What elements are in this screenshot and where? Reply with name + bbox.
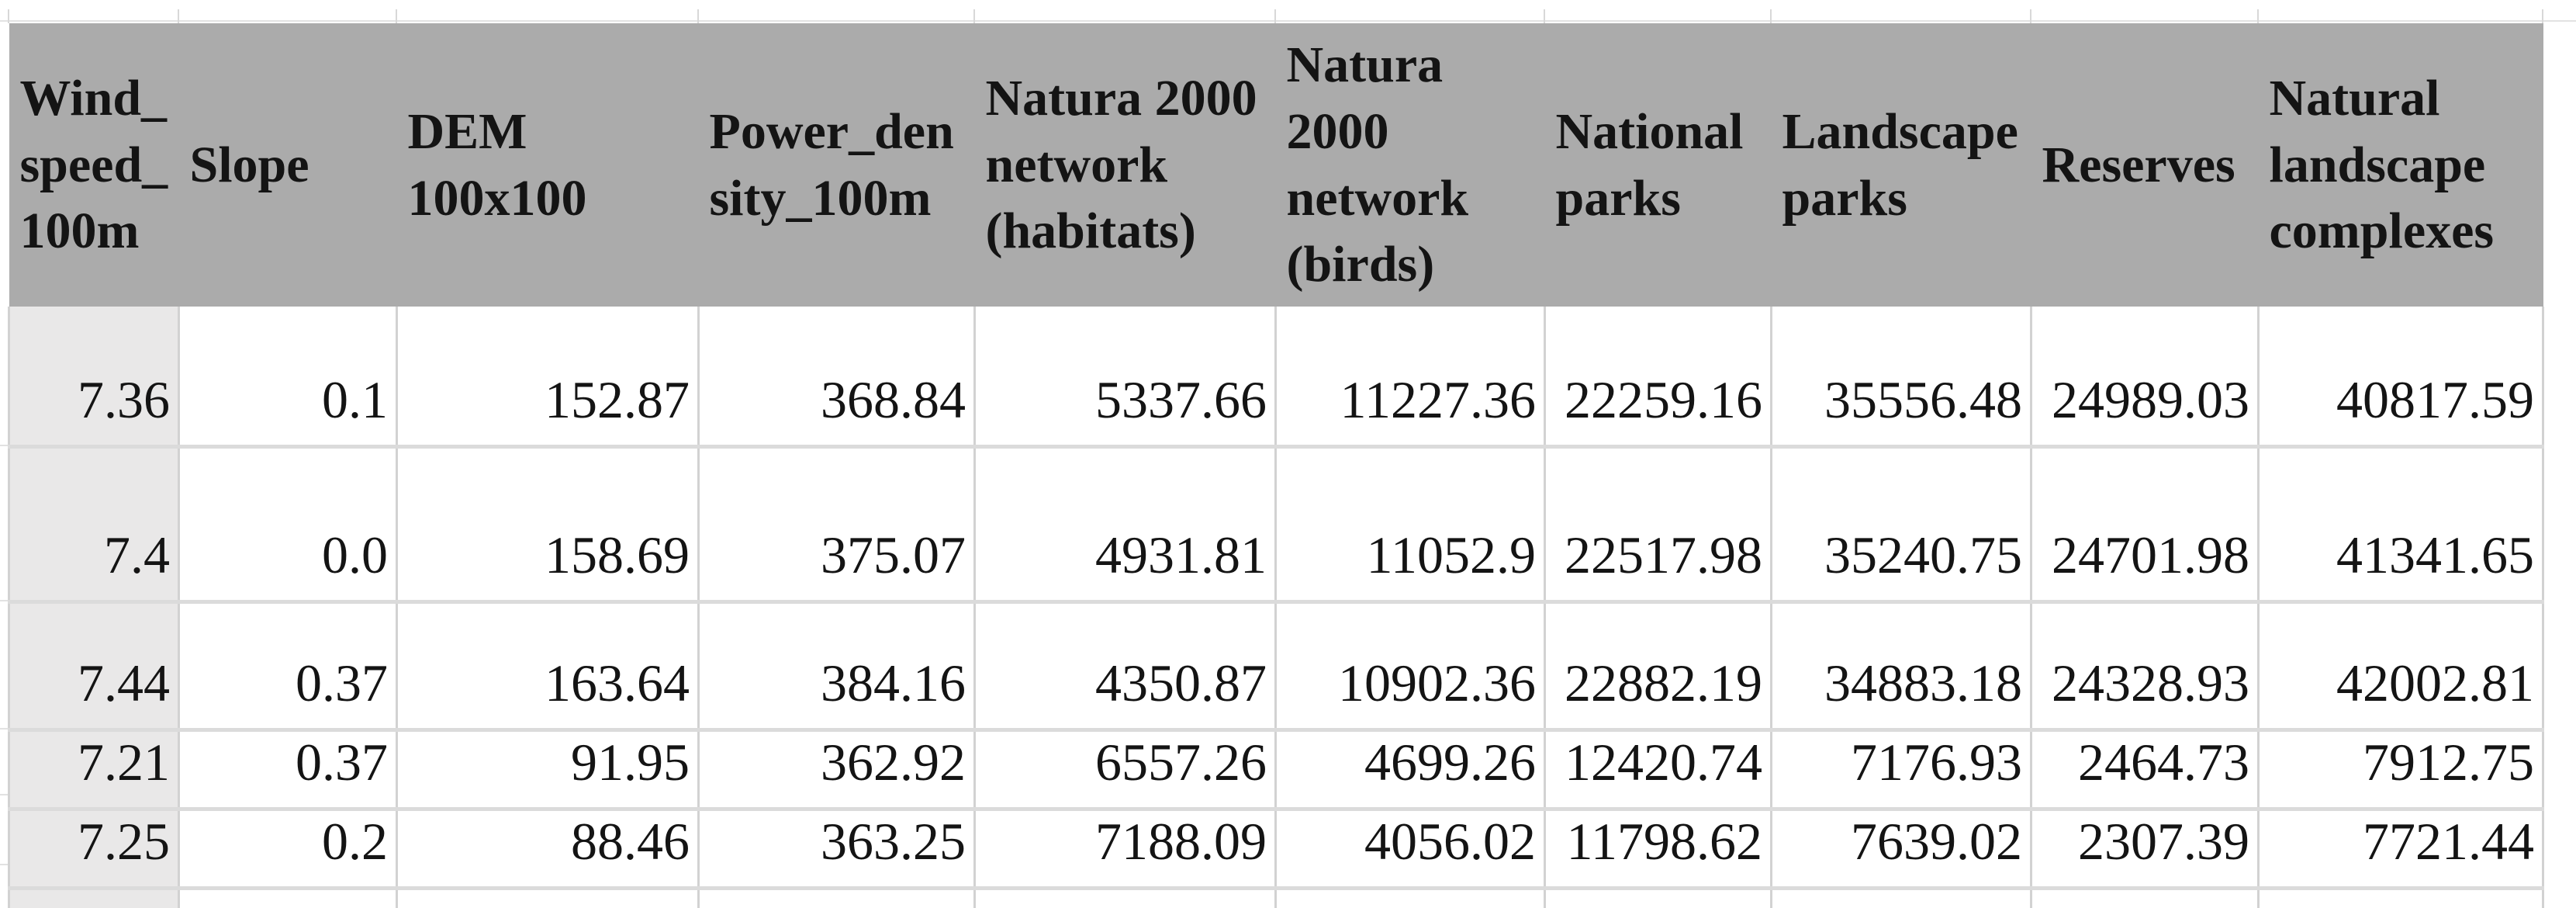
cell-r2-c6[interactable]: 11052.9 [1274, 444, 1545, 601]
partial-cell-c9[interactable] [2030, 885, 2259, 908]
cell-r1-c4[interactable]: 368.84 [697, 307, 975, 446]
cell-r1-c8[interactable]: 35556.48 [1770, 307, 2031, 446]
column-header-dem-100x100[interactable]: DEM 100x100 [396, 23, 699, 307]
cell-r4-c2[interactable]: 0.37 [178, 727, 397, 809]
row-gridline-stub [0, 794, 8, 795]
row-gridline-stub [0, 445, 8, 446]
cell-r3-c4[interactable]: 384.16 [697, 599, 975, 730]
cell-r1-c9[interactable]: 24989.03 [2030, 307, 2259, 446]
partial-cell-c3[interactable] [396, 885, 699, 908]
cell-r4-c1[interactable]: 7.21 [8, 727, 179, 809]
cell-r5-c8[interactable]: 7639.02 [1770, 806, 2031, 888]
column-header-reserves[interactable]: Reserves [2031, 23, 2259, 307]
column-header-natura-2000-network-habitats[interactable]: Natura 2000 network (habitats) [974, 23, 1276, 307]
cell-r1-c2[interactable]: 0.1 [178, 307, 397, 446]
partial-cell-c5[interactable] [973, 885, 1276, 908]
partial-cell-c6[interactable] [1274, 885, 1545, 908]
cell-r5-c5[interactable]: 7188.09 [973, 806, 1276, 888]
cell-r3-c2[interactable]: 0.37 [178, 599, 397, 730]
cell-r3-c9[interactable]: 24328.93 [2030, 599, 2259, 730]
column-header-wind-speed-100m[interactable]: Wind_ speed_ 100m [9, 23, 179, 307]
cell-r5-c2[interactable]: 0.2 [178, 806, 397, 888]
cell-r1-c3[interactable]: 152.87 [396, 307, 699, 446]
row-gridline-stub [0, 600, 8, 601]
column-gridline-stub [973, 9, 975, 23]
cell-r2-c1[interactable]: 7.4 [8, 444, 179, 601]
cell-r4-c9[interactable]: 2464.73 [2030, 727, 2259, 809]
cell-r3-c6[interactable]: 10902.36 [1274, 599, 1545, 730]
cell-r1-c1[interactable]: 7.36 [8, 307, 179, 446]
column-header-slope[interactable]: Slope [178, 23, 397, 307]
cell-r3-c5[interactable]: 4350.87 [973, 599, 1276, 730]
column-gridline-stub [1544, 9, 1545, 23]
cell-r3-c10[interactable]: 42002.81 [2257, 599, 2544, 730]
cell-r4-c4[interactable]: 362.92 [697, 727, 975, 809]
table-row-3: 7.44 0.37 163.64 384.16 4350.87 10902.36 22882… [8, 599, 2544, 730]
header-row: Wind_ speed_ 100m Slope DEM 100x100 Power_d… [9, 23, 2543, 307]
partial-cell-c7[interactable] [1544, 885, 1772, 908]
cell-r4-c10[interactable]: 7912.75 [2257, 727, 2544, 809]
cell-r3-c8[interactable]: 34883.18 [1770, 599, 2031, 730]
column-header-national-parks[interactable]: National parks [1544, 23, 1772, 307]
partial-cell-c4[interactable] [697, 885, 975, 908]
cell-r2-c5[interactable]: 4931.81 [973, 444, 1276, 601]
cell-r4-c8[interactable]: 7176.93 [1770, 727, 2031, 809]
cell-r4-c5[interactable]: 6557.26 [973, 727, 1276, 809]
cell-r2-c9[interactable]: 24701.98 [2030, 444, 2259, 601]
cell-r5-c9[interactable]: 2307.39 [2030, 806, 2259, 888]
table-row-4: 7.21 0.37 91.95 362.92 6557.26 4699.26 12420.7… [8, 727, 2544, 809]
cell-r2-c8[interactable]: 35240.75 [1770, 444, 2031, 601]
cell-r2-c3[interactable]: 158.69 [396, 444, 699, 601]
cell-r2-c2[interactable]: 0.0 [178, 444, 397, 601]
table-row-2: 7.4 0.0 158.69 375.07 4931.81 11052.9 22517.98… [8, 444, 2544, 601]
cell-r4-c3[interactable]: 91.95 [396, 727, 699, 809]
column-gridline-stub [2030, 9, 2031, 23]
data-table: Wind_ speed_ 100m Slope DEM 100x100 Power_d… [8, 23, 2544, 908]
cell-r1-c10[interactable]: 40817.59 [2257, 307, 2544, 446]
column-header-power-density-100m[interactable]: Power_den sity_100m [698, 23, 975, 307]
partial-cell-c2[interactable] [178, 885, 397, 908]
cell-r4-c7[interactable]: 12420.74 [1544, 727, 1772, 809]
column-header-natural-landscape-complexes[interactable]: Natural landscape complexes [2258, 23, 2543, 307]
partial-row [8, 885, 2544, 908]
cell-r3-c1[interactable]: 7.44 [8, 599, 179, 730]
column-gridline-stub [697, 9, 699, 23]
cell-r5-c4[interactable]: 363.25 [697, 806, 975, 888]
cell-r2-c4[interactable]: 375.07 [697, 444, 975, 601]
column-gridline-stub [1274, 9, 1276, 23]
cell-r3-c7[interactable]: 22882.19 [1544, 599, 1772, 730]
cell-r5-c7[interactable]: 11798.62 [1544, 806, 1772, 888]
cell-r2-c10[interactable]: 41341.65 [2257, 444, 2544, 601]
table-row-5: 7.25 0.2 88.46 363.25 7188.09 4056.02 11798.62… [8, 806, 2544, 888]
row-gridline-stub [0, 864, 8, 865]
cell-r5-c3[interactable]: 88.46 [396, 806, 699, 888]
column-header-natura-2000-network-birds[interactable]: Natura 2000 network (birds) [1275, 23, 1545, 307]
column-header-landscape-parks[interactable]: Landscape parks [1771, 23, 2031, 307]
cell-r1-c6[interactable]: 11227.36 [1274, 307, 1545, 446]
column-gridline-stub [396, 9, 397, 23]
column-gridline-stub [2542, 9, 2543, 23]
column-gridline-stub [178, 9, 179, 23]
row-gridline-stub [0, 728, 8, 730]
partial-cell-c8[interactable] [1770, 885, 2031, 908]
cell-r5-c10[interactable]: 7721.44 [2257, 806, 2544, 888]
cell-r4-c6[interactable]: 4699.26 [1274, 727, 1545, 809]
gridline-above-header [0, 20, 2576, 22]
column-gridline-stub [1770, 9, 1772, 23]
column-gridline-stub [8, 9, 9, 23]
cell-r5-c6[interactable]: 4056.02 [1274, 806, 1545, 888]
column-gridline-stub [2257, 9, 2259, 23]
cell-r3-c3[interactable]: 163.64 [396, 599, 699, 730]
partial-cell-c10[interactable] [2257, 885, 2544, 908]
table-row-1: 7.36 0.1 152.87 368.84 5337.66 11227.36 22259.… [8, 307, 2544, 446]
cell-r5-c1[interactable]: 7.25 [8, 806, 179, 888]
cell-r2-c7[interactable]: 22517.98 [1544, 444, 1772, 601]
partial-cell-c1[interactable] [8, 885, 179, 908]
cell-r1-c5[interactable]: 5337.66 [973, 307, 1276, 446]
cell-r1-c7[interactable]: 22259.16 [1544, 307, 1772, 446]
